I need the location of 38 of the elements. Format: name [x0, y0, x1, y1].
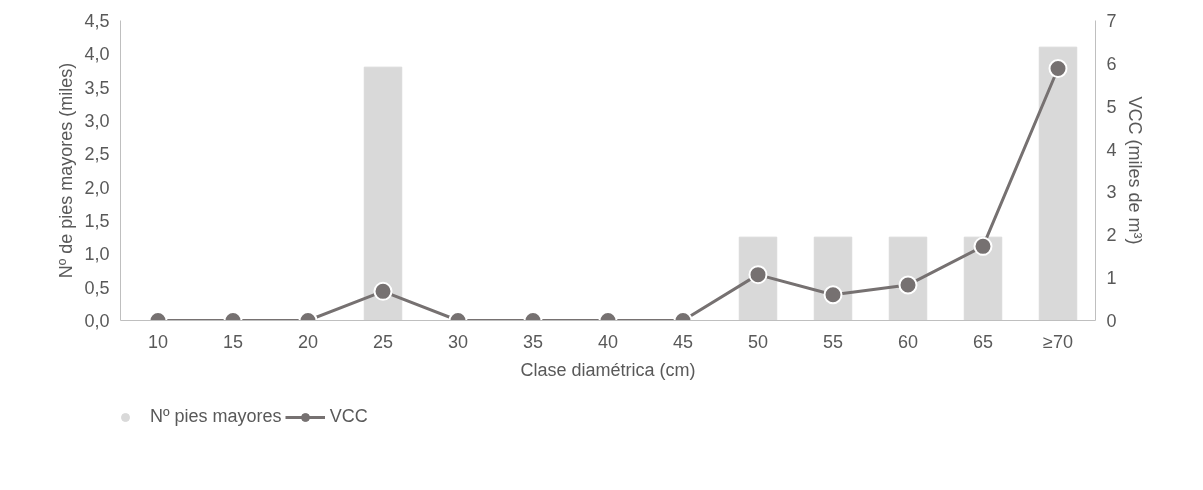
x-tick-label: 15: [222, 331, 244, 352]
y-tick-label: 0,5: [84, 277, 110, 298]
y-tick-label: 4,0: [84, 44, 110, 65]
y-tick-label: 3,0: [84, 111, 110, 131]
x-tick-label: 50: [747, 331, 769, 352]
y2-tick-label: 1: [1106, 268, 1117, 289]
x-tick-label: 45: [672, 331, 694, 352]
x-axis-title: Clase diamétrica (cm): [520, 359, 696, 380]
y2-tick-label: 6: [1106, 53, 1117, 74]
x-tick-label: 40: [597, 331, 619, 352]
x-tick-label: 60: [897, 331, 919, 352]
x-tick-label: ≥70: [1043, 331, 1073, 352]
y2-tick-label: 5: [1106, 96, 1117, 117]
y-tick-label: 2,0: [84, 177, 110, 198]
y2-tick-label: 2: [1106, 225, 1117, 246]
y2-tick-label: 3: [1106, 182, 1117, 203]
x-tick-label: 65: [972, 331, 994, 352]
legend-label: Nº pies mayores: [150, 406, 282, 427]
x-tick-label: 30: [447, 331, 469, 352]
x-tick-label: 20: [297, 331, 319, 352]
y-tick-label: 3,5: [84, 77, 110, 98]
y-axis-title: Nº de pies mayores (miles): [56, 62, 77, 279]
y2-tick-label: 0: [1106, 311, 1117, 331]
bar: [1038, 46, 1078, 321]
y2-tick-label: 7: [1106, 11, 1117, 31]
x-tick-label: 35: [522, 331, 544, 352]
x-tick-label: 25: [372, 331, 394, 352]
legend-label: VCC: [329, 406, 368, 427]
x-tick-label: 10: [147, 331, 169, 352]
x-tick-label: 55: [822, 331, 844, 352]
y-tick-label: 2,5: [84, 144, 110, 165]
y2-axis-title: VCC (miles de m³): [1124, 96, 1145, 245]
y-tick-label: 0,0: [84, 311, 110, 331]
bar: [363, 66, 403, 321]
y2-tick-label: 4: [1106, 139, 1117, 160]
y-tick-label: 1,5: [84, 211, 110, 231]
y-tick-label: 4,5: [84, 11, 110, 31]
y-tick-label: 1,0: [84, 244, 110, 265]
